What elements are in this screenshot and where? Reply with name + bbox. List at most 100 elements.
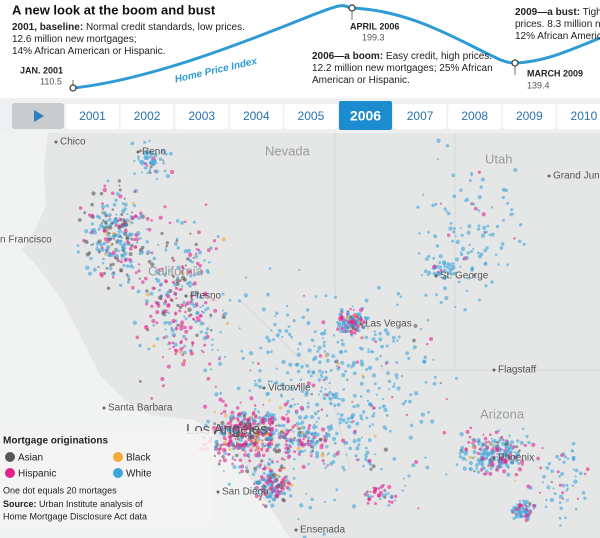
dot: [133, 159, 136, 163]
dot: [338, 349, 344, 355]
dot: [275, 424, 278, 428]
dot: [436, 138, 441, 143]
dot: [224, 443, 228, 447]
dot: [115, 223, 118, 226]
year-button[interactable]: [175, 104, 229, 129]
dot: [268, 500, 271, 503]
year-button[interactable]: [66, 104, 119, 129]
dot: [221, 309, 224, 312]
dot: [235, 440, 238, 443]
dot: [520, 503, 524, 507]
annotation-heading: 2001, baseline:: [12, 22, 83, 33]
dot: [454, 376, 459, 380]
dot: [77, 218, 82, 222]
dot: [274, 480, 278, 483]
dot: [349, 315, 353, 318]
dot: [355, 403, 360, 408]
dot: [257, 378, 262, 383]
dot: [114, 219, 119, 224]
dot: [237, 465, 242, 469]
dot: [374, 502, 377, 506]
dot: [182, 334, 186, 339]
dot: [539, 466, 543, 470]
dot: [510, 460, 514, 465]
dot: [518, 506, 522, 510]
dot: [490, 463, 494, 468]
dot: [108, 215, 111, 218]
dot: [286, 371, 290, 375]
dot: [444, 296, 449, 301]
dot: [102, 257, 105, 261]
dot: [276, 491, 281, 496]
city-dot: [102, 406, 106, 410]
dot: [366, 327, 370, 330]
dot: [346, 363, 351, 368]
dot: [481, 464, 484, 468]
dot: [195, 310, 200, 316]
dot: [257, 410, 261, 414]
dot: [125, 236, 130, 241]
dot: [381, 404, 386, 409]
dot: [137, 269, 141, 273]
dot: [509, 440, 515, 445]
dot: [380, 344, 384, 349]
dot: [565, 489, 569, 492]
dot: [219, 445, 222, 448]
dot: [105, 222, 108, 225]
year-button[interactable]: [502, 104, 556, 129]
dot: [492, 449, 496, 453]
dot: [130, 221, 134, 225]
dot: [555, 454, 560, 459]
dot: [117, 229, 122, 234]
dot: [269, 468, 273, 473]
dot: [145, 216, 150, 221]
dot: [220, 412, 223, 415]
dot: [365, 367, 369, 372]
year-button[interactable]: [393, 104, 447, 129]
dot: [101, 204, 106, 209]
dot: [469, 250, 473, 254]
dot: [173, 242, 178, 246]
legend-label: Hispanic: [18, 469, 56, 480]
dot: [197, 271, 202, 275]
dot: [483, 248, 488, 253]
dot: [505, 449, 510, 453]
year-button[interactable]: [120, 104, 174, 129]
dot: [459, 226, 462, 229]
dot: [185, 301, 190, 306]
dot: [287, 332, 292, 337]
dot: [105, 266, 109, 270]
dot: [495, 224, 500, 229]
dot: [308, 505, 313, 510]
dot: [195, 316, 199, 320]
year-button[interactable]: [229, 104, 283, 129]
dot: [337, 366, 341, 369]
dot: [351, 412, 356, 418]
dot: [383, 328, 388, 333]
dot: [322, 396, 327, 401]
year-button[interactable]: [284, 104, 338, 129]
city-label: Grand Junc: [553, 171, 600, 182]
dot: [222, 469, 225, 473]
dot: [245, 469, 250, 474]
dot: [424, 456, 427, 459]
city-label: n Francisco: [0, 235, 52, 246]
dot: [393, 494, 398, 499]
dot: [523, 514, 528, 519]
year-button[interactable]: [448, 104, 502, 129]
dot: [373, 330, 376, 333]
legend-source-cont: Home Mortgage Disclosure Act data: [3, 511, 147, 521]
dot: [387, 388, 390, 391]
dot: [484, 284, 488, 288]
dot: [161, 384, 165, 388]
dot: [85, 265, 90, 270]
dot: [286, 409, 291, 414]
dot: [367, 497, 371, 502]
dot: [101, 208, 104, 211]
dot: [395, 376, 399, 380]
dot: [160, 376, 165, 382]
dot: [285, 304, 289, 308]
year-button[interactable]: [557, 104, 600, 129]
year-button[interactable]: [339, 101, 392, 130]
dot: [135, 335, 140, 340]
